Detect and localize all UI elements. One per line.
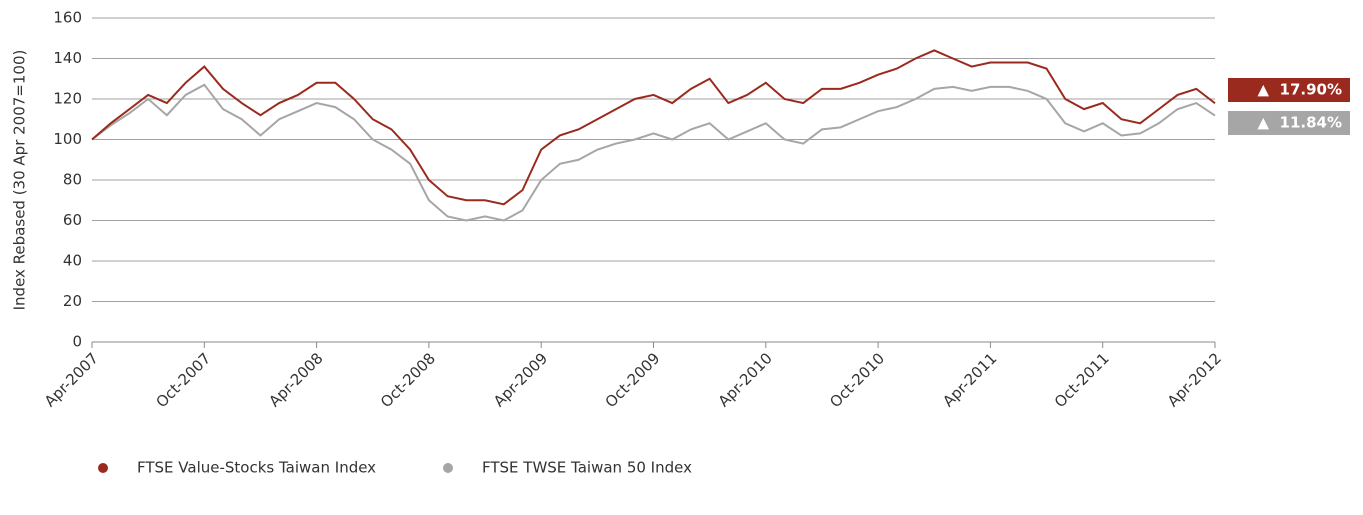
y-tick-label: 80: [63, 171, 82, 189]
x-tick-label: Oct-2007: [152, 349, 214, 411]
y-tick-label: 140: [53, 49, 82, 67]
x-tick-label: Apr-2008: [265, 349, 326, 410]
legend-label: FTSE TWSE Taiwan 50 Index: [482, 459, 692, 477]
value-badge: [1228, 78, 1350, 102]
legend-marker: [443, 463, 453, 473]
y-tick-label: 20: [63, 292, 82, 310]
value-badge-label: ▲ 17.90%: [1258, 81, 1342, 99]
x-tick-label: Apr-2011: [939, 349, 1000, 410]
y-tick-label: 40: [63, 252, 82, 270]
y-tick-label: 100: [53, 130, 82, 148]
series-line: [91, 49, 1216, 206]
x-tick-label: Apr-2009: [490, 349, 551, 410]
x-tick-label: Apr-2010: [715, 349, 776, 410]
x-tick-label: Oct-2009: [602, 349, 664, 411]
y-tick-label: 0: [72, 333, 82, 351]
y-tick-label: 120: [53, 90, 82, 108]
y-axis-label: Index Rebased (30 Apr 2007=100): [11, 50, 29, 311]
y-tick-label: 60: [63, 211, 82, 229]
legend-marker: [98, 463, 108, 473]
x-tick-label: Apr-2007: [41, 349, 102, 410]
x-tick-label: Apr-2012: [1164, 349, 1225, 410]
series-line: [91, 83, 1216, 222]
x-tick-label: Oct-2010: [826, 349, 888, 411]
x-tick-label: Oct-2011: [1051, 349, 1113, 411]
value-badge-label: ▲ 11.84%: [1258, 114, 1342, 132]
x-tick-label: Oct-2008: [377, 349, 439, 411]
legend-label: FTSE Value-Stocks Taiwan Index: [137, 459, 376, 477]
value-badge: [1228, 111, 1350, 135]
y-tick-label: 160: [53, 9, 82, 27]
